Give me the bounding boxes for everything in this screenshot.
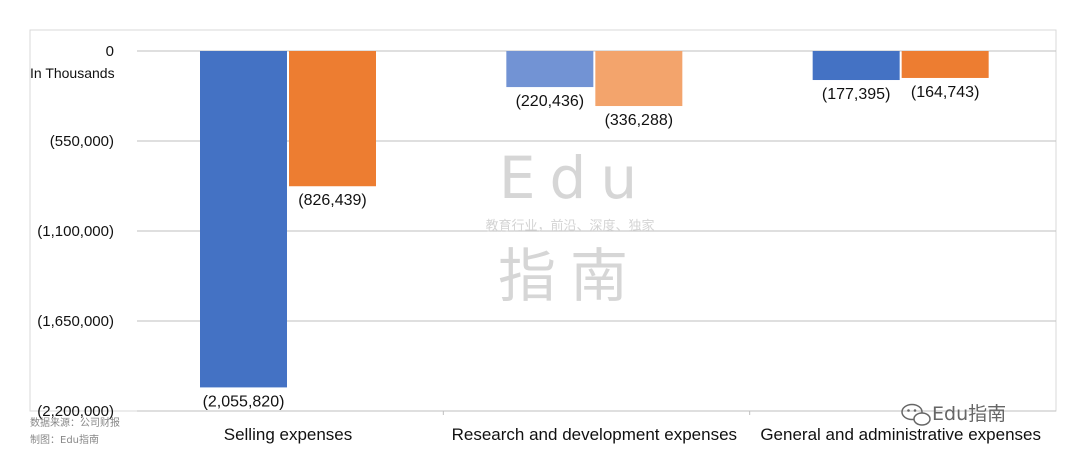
maker-note: 制图：Edu指南 (30, 433, 99, 446)
data-label: (2,055,820) (203, 393, 285, 410)
brand-text: Edu指南 (932, 403, 1006, 425)
category-label: General and administrative expenses (760, 425, 1041, 444)
source-note: 数据来源：公司财报 (30, 416, 120, 429)
data-labels: (2,055,820) (826,439) (220,436) (336,288) (1… (203, 84, 980, 410)
bar (289, 51, 376, 187)
bar (506, 51, 594, 88)
y-tick-label: (2,200,000) (37, 403, 114, 420)
category-labels: Selling expenses Research and development… (224, 425, 1041, 444)
watermark-logo-text: Edu (499, 144, 651, 212)
bar (200, 51, 287, 388)
watermark-tagline: 教育行业，前沿、深度、独家 (485, 218, 654, 234)
data-label: (177,395) (822, 86, 891, 103)
brand-badge: Edu指南 (901, 403, 1006, 426)
data-label: (164,743) (911, 84, 980, 101)
y-tick-label: 0 (106, 43, 114, 60)
data-label: (826,439) (298, 192, 367, 209)
data-label: (336,288) (605, 112, 674, 129)
y-tick-label: (1,650,000) (37, 313, 114, 330)
data-label: (220,436) (516, 93, 585, 110)
y-tick-label: (550,000) (50, 133, 114, 150)
category-label: Research and development expenses (452, 425, 737, 444)
bars (200, 51, 989, 388)
y-axis-tick-labels: 0 (550,000) (1,100,000) (1,650,000) (2,200,0… (37, 43, 114, 420)
bar (812, 51, 900, 81)
unit-label: In Thousands (30, 65, 115, 81)
watermark: Edu 教育行业，前沿、深度、独家 指南 (485, 144, 654, 310)
bar (901, 51, 989, 78)
y-tick-label: (1,100,000) (37, 223, 114, 240)
bar (595, 51, 683, 107)
wechat-icon (901, 403, 931, 426)
category-label: Selling expenses (224, 425, 353, 444)
watermark-logo-chinese: 指南 (498, 242, 642, 310)
